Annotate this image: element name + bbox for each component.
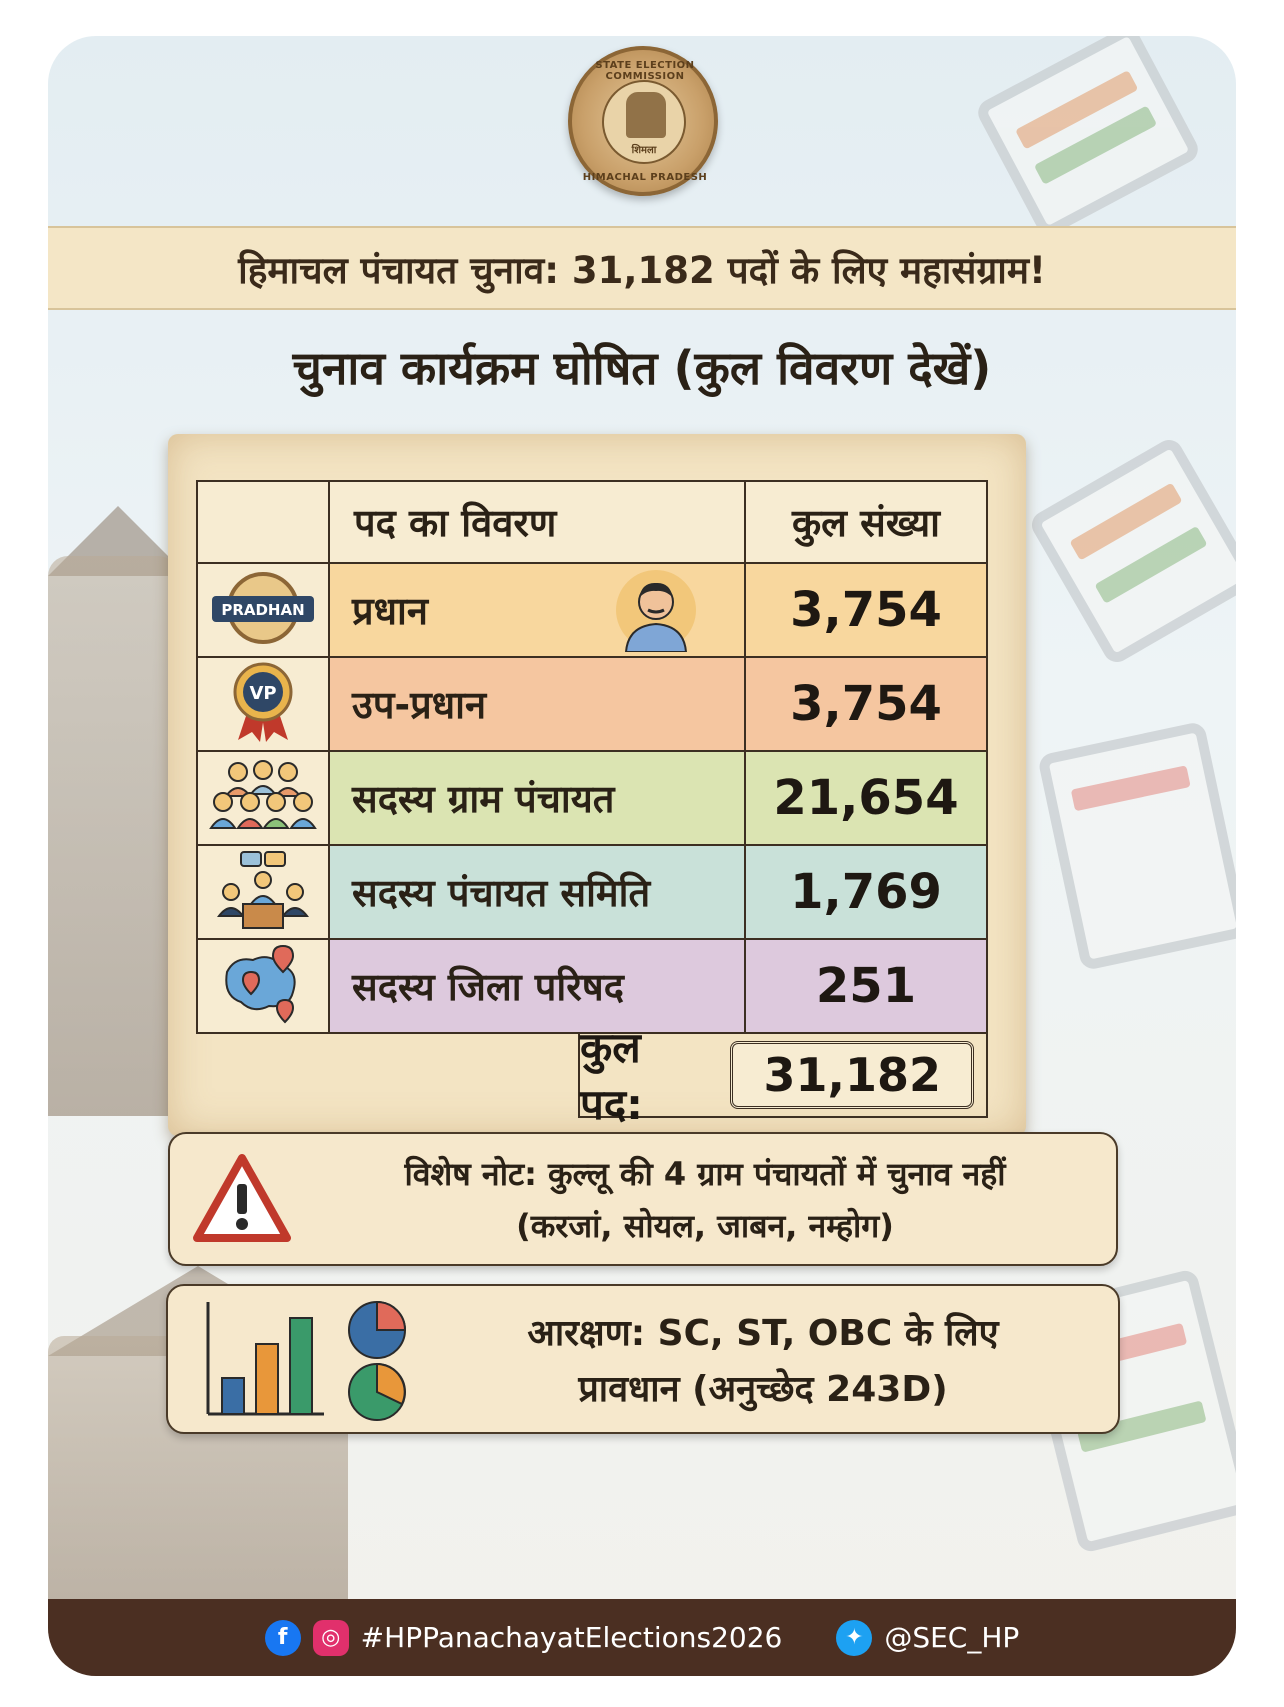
page-subtitle: चुनाव कार्यक्रम घोषित (कुल विवरण देखें) (292, 341, 992, 395)
ballot-paper-decoration (973, 36, 1203, 240)
hashtag-text[interactable]: #HPPanachayatElections2026 (360, 1621, 783, 1654)
vp-medal-icon: VP (196, 656, 330, 752)
header-count: कुल संख्या (744, 480, 988, 564)
instagram-icon[interactable]: ◎ (312, 1619, 349, 1656)
header-post: पद का विवरण (328, 480, 746, 564)
note-text: विशेष नोट: कुल्लू की 4 ग्राम पंचायतों मे… (310, 1148, 1100, 1252)
table-row: सदस्य जिला परिषद 251 (196, 938, 988, 1034)
posts-table-card: पद का विवरण कुल संख्या PRADHAN प्रधान (168, 434, 1026, 1136)
table-row: VP उप-प्रधान 3,754 (196, 656, 988, 752)
headline-text: हिमाचल पंचायत चुनाव: 31,182 पदों के लिए … (238, 248, 1046, 292)
table-header-row: पद का विवरण कुल संख्या (196, 480, 988, 564)
row-name-cell: प्रधान (328, 562, 746, 658)
seal-top-text: STATE ELECTION COMMISSION (595, 60, 695, 82)
total-label: कुल पद: (580, 1023, 643, 1129)
infographic-card: STATE ELECTION COMMISSION शिमला HIMACHAL… (48, 36, 1236, 1676)
footer-bar: f ◎ #HPPanachayatElections2026 ✦ @SEC_HP (48, 1599, 1236, 1676)
man-avatar-icon (616, 570, 696, 652)
seal-bottom-text: HIMACHAL PRADESH (582, 172, 708, 183)
temple-decoration (48, 556, 178, 1116)
election-commission-seal: STATE ELECTION COMMISSION शिमला HIMACHAL… (568, 46, 718, 196)
emblem-icon (626, 92, 666, 138)
table-row: सदस्य पंचायत समिति 1,769 (196, 844, 988, 940)
header-icon-cell (196, 480, 330, 564)
warning-icon (193, 1154, 291, 1242)
group-people-icon (196, 750, 330, 846)
row-name: प्रधान (352, 589, 428, 633)
facebook-icon[interactable]: f (264, 1619, 301, 1656)
twitter-icon[interactable]: ✦ (836, 1619, 873, 1656)
row-name-cell: सदस्य ग्राम पंचायत (328, 750, 746, 846)
table-row: सदस्य ग्राम पंचायत 21,654 (196, 750, 988, 846)
ballot-box-decoration (1036, 720, 1236, 972)
row-name: सदस्य पंचायत समिति (352, 871, 651, 915)
seal-inner-text: शिमला (631, 145, 657, 156)
reservation-text: आरक्षण: SC, ST, OBC के लिए प्रावधान (अनु… (418, 1306, 1108, 1418)
reservation-box: आरक्षण: SC, ST, OBC के लिए प्रावधान (अनु… (166, 1284, 1120, 1434)
map-pin-icon (196, 938, 330, 1034)
reservation-line-2: प्रावधान (अनुच्छेद 243D) (578, 1369, 948, 1410)
posts-table: पद का विवरण कुल संख्या PRADHAN प्रधान (196, 480, 988, 1034)
row-count: 251 (744, 938, 988, 1034)
total-posts-box: कुल पद: 31,182 (578, 1023, 988, 1129)
row-count: 3,754 (744, 562, 988, 658)
row-name: उप-प्रधान (352, 683, 487, 727)
bar-chart-icon (206, 1302, 324, 1416)
row-count: 21,654 (744, 750, 988, 846)
twitter-handle[interactable]: @SEC_HP (884, 1621, 1020, 1654)
headline-banner: हिमाचल पंचायत चुनाव: 31,182 पदों के लिए … (48, 226, 1236, 310)
pie-chart-icon (348, 1300, 407, 1421)
row-count: 1,769 (744, 844, 988, 940)
meeting-icon (196, 844, 330, 940)
note-line-1: विशेष नोट: कुल्लू की 4 ग्राम पंचायतों मे… (404, 1155, 1006, 1193)
pradhan-badge-icon: PRADHAN (196, 562, 330, 658)
row-name: सदस्य जिला परिषद (352, 965, 624, 1009)
row-name-cell: सदस्य पंचायत समिति (328, 844, 746, 940)
table-row: PRADHAN प्रधान 3,754 (196, 562, 988, 658)
row-name-cell: सदस्य जिला परिषद (328, 938, 746, 1034)
reservation-line-1: आरक्षण: SC, ST, OBC के लिए (527, 1313, 999, 1354)
row-name: सदस्य ग्राम पंचायत (352, 777, 615, 821)
ballot-paper-decoration (1026, 434, 1236, 668)
vp-badge-text: VP (249, 683, 276, 704)
pradhan-badge-text: PRADHAN (221, 601, 304, 619)
row-count: 3,754 (744, 656, 988, 752)
seal-inner: शिमला (602, 80, 686, 164)
row-name-cell: उप-प्रधान (328, 656, 746, 752)
special-note-box: विशेष नोट: कुल्लू की 4 ग्राम पंचायतों मे… (168, 1132, 1118, 1266)
note-line-2: (करजां, सोयल, जाबन, नम्होग) (516, 1207, 894, 1245)
total-value: 31,182 (730, 1041, 974, 1109)
